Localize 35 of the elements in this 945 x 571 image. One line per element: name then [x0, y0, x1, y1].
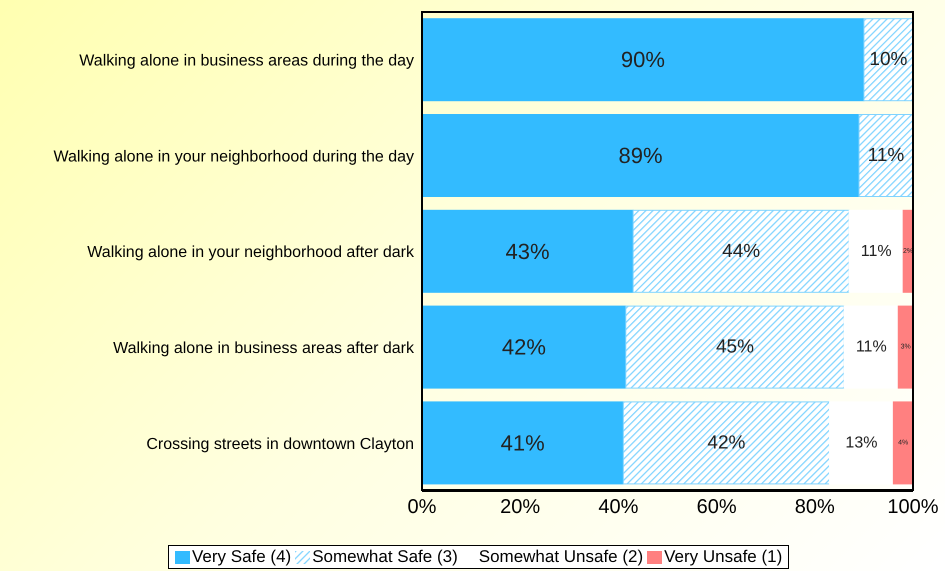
legend-label: Very Safe (4) [191, 547, 292, 567]
text: Somewhat Unsafe (2) [478, 547, 644, 567]
x-tick-label: 60% [696, 496, 737, 518]
x-tick-label: 0% [408, 496, 437, 518]
data-label: 42% [502, 334, 546, 360]
legend-label: Somewhat Safe (3) [311, 547, 458, 567]
x-tick-label: 40% [598, 496, 639, 518]
bar [632, 210, 850, 293]
data-label: 11% [860, 242, 892, 260]
y-tick-label: Walking alone in your neighborhood during the day [53, 148, 414, 166]
y-tick-label: Walking alone in business areas after dark [113, 340, 415, 357]
legend-label: Very Unsafe (1) [663, 547, 782, 567]
data-label: 13% [845, 434, 878, 452]
bar [848, 210, 904, 293]
bar [422, 18, 864, 102]
x-tick-label: 80% [794, 496, 836, 518]
data-label: 90% [620, 47, 665, 72]
bar [829, 401, 894, 484]
x-tick-label: 100% [887, 496, 939, 518]
x-tick-label: 20% [500, 496, 540, 518]
bar [844, 306, 899, 389]
data-label: 41% [500, 430, 545, 456]
y-tick-label: Walking alone in your neighborhood after dark [87, 244, 415, 262]
y-tick-label: Crossing streets in downtown Clayton [146, 436, 414, 453]
bar [422, 401, 624, 484]
bar [422, 306, 626, 389]
data-label: 89% [618, 143, 663, 168]
data-label: 43% [506, 238, 550, 264]
data-label: 11% [856, 338, 887, 356]
y-tick-label: Walking alone in business areas during the day [79, 52, 414, 70]
bar [622, 401, 830, 484]
bar [625, 306, 845, 389]
bar [422, 114, 860, 198]
bar [892, 401, 913, 484]
bar [422, 210, 634, 293]
